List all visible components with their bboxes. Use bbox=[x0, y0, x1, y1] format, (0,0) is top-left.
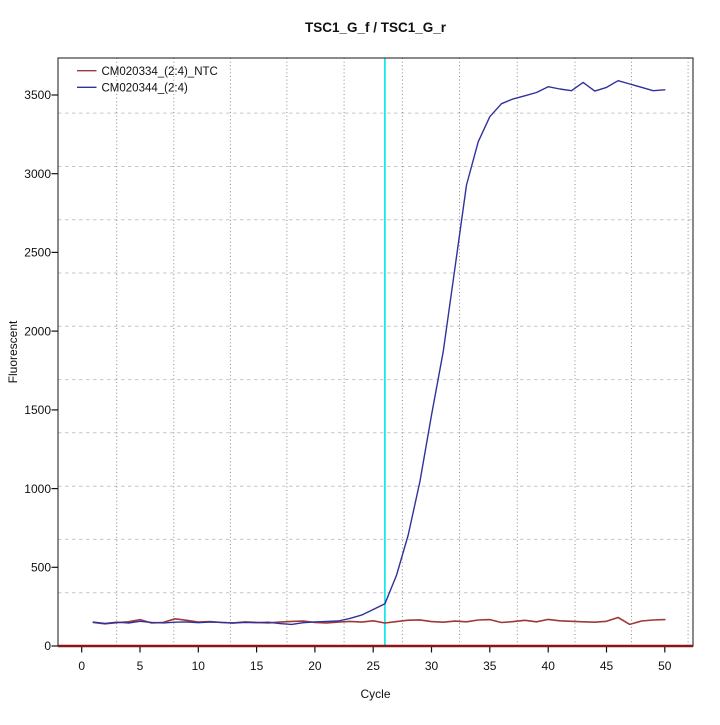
y-tick-label: 1500 bbox=[24, 403, 51, 417]
x-tick-label: 30 bbox=[425, 659, 439, 673]
series-sample-line bbox=[92, 79, 666, 626]
x-tick-label: 25 bbox=[367, 659, 381, 673]
y-tick-label: 2000 bbox=[24, 324, 51, 338]
x-tick-label: 35 bbox=[483, 659, 497, 673]
x-tick-label: 0 bbox=[78, 659, 85, 673]
gridlines-layer bbox=[58, 58, 693, 646]
x-tick-label: 15 bbox=[250, 659, 264, 673]
chart-title: TSC1_G_f / TSC1_G_r bbox=[305, 20, 447, 35]
x-tick-label: 50 bbox=[658, 659, 672, 673]
x-tick-label: 40 bbox=[542, 659, 556, 673]
y-tick-label: 500 bbox=[31, 561, 51, 575]
x-tick-label: 20 bbox=[308, 659, 322, 673]
plot-border bbox=[57, 57, 694, 647]
x-tick-label: 10 bbox=[192, 659, 206, 673]
legend-label-ntc: CM020334_(2:4)_NTC bbox=[102, 66, 218, 78]
x-tick-label: 5 bbox=[137, 659, 144, 673]
y-tick-label: 2500 bbox=[24, 246, 51, 260]
legend: CM020334_(2:4)_NTC CM020344_(2:4) bbox=[77, 66, 218, 94]
legend-label-sample: CM020344_(2:4) bbox=[102, 82, 188, 94]
y-tick-label: 0 bbox=[44, 639, 51, 653]
y-tick-label: 3000 bbox=[24, 167, 51, 181]
axes-layer: 0 5 10 15 20 25 30 35 40 45 5005001000150020002500… bbox=[24, 57, 694, 673]
series-layer bbox=[58, 79, 693, 648]
x-axis-label: Cycle bbox=[360, 687, 390, 701]
y-axis-label: Fluorescent bbox=[6, 320, 20, 383]
y-tick-label: 1000 bbox=[24, 482, 51, 496]
y-tick-label: 3500 bbox=[24, 88, 51, 102]
x-tick-label: 45 bbox=[600, 659, 614, 673]
series-ntc-line bbox=[92, 616, 666, 626]
